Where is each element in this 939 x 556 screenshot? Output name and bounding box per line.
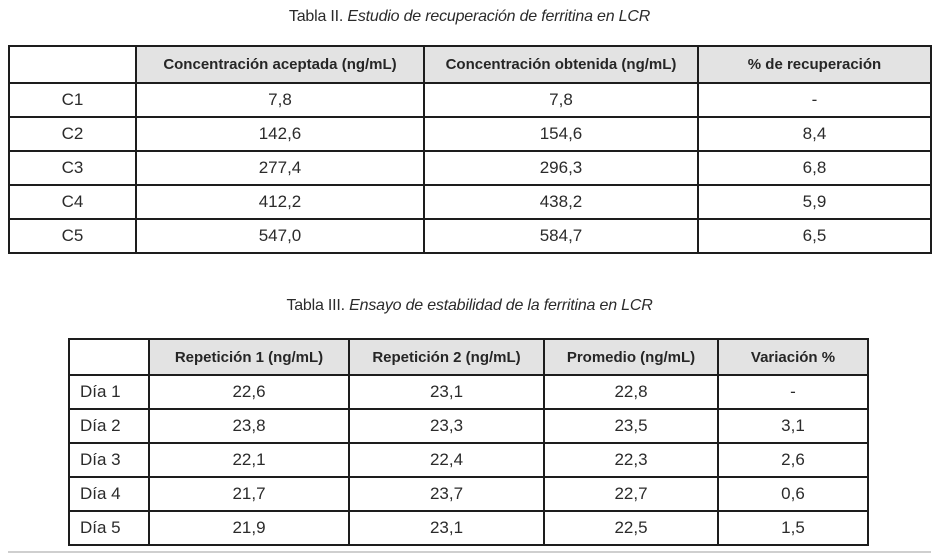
row-header-cell: C1	[8, 82, 137, 118]
column-header-blank	[68, 338, 150, 376]
table-row: C3 277,4 296,3 6,8	[8, 150, 932, 186]
row-header-cell: Día 2	[68, 408, 150, 444]
table-cell: 5,9	[697, 184, 932, 220]
table-cell: 3,1	[717, 408, 869, 444]
column-header-repetition-1: Repetición 1 (ng/mL)	[148, 338, 350, 376]
table-cell: 142,6	[135, 116, 425, 152]
table3-title-text: Ensayo de estabilidad de la ferritina en…	[344, 297, 653, 314]
table-cell: 6,5	[697, 218, 932, 254]
table-cell: 23,8	[148, 408, 350, 444]
table-cell: -	[697, 82, 932, 118]
table-row: C2 142,6 154,6 8,4	[8, 116, 932, 152]
table-cell: -	[717, 374, 869, 410]
table-cell: 23,3	[348, 408, 545, 444]
recovery-table: Concentración aceptada (ng/mL) Concentra…	[8, 45, 932, 254]
table-cell: 7,8	[423, 82, 699, 118]
table-cell: 22,8	[543, 374, 719, 410]
table-row: Día 5 21,9 23,1 22,5 1,5	[68, 510, 869, 546]
table-cell: 22,7	[543, 476, 719, 512]
column-header-variation-percent: Variación %	[717, 338, 869, 376]
table-cell: 22,3	[543, 442, 719, 478]
table-cell: 23,7	[348, 476, 545, 512]
table-header-row: Concentración aceptada (ng/mL) Concentra…	[8, 45, 932, 84]
column-header-accepted-concentration: Concentración aceptada (ng/mL)	[135, 45, 425, 84]
table2-title: Tabla II. Estudio de recuperación de fer…	[0, 8, 939, 26]
row-header-cell: Día 3	[68, 442, 150, 478]
row-header-cell: C3	[8, 150, 137, 186]
table-row: Día 1 22,6 23,1 22,8 -	[68, 374, 869, 410]
table-cell: 22,6	[148, 374, 350, 410]
table-cell: 23,5	[543, 408, 719, 444]
table-header-row: Repetición 1 (ng/mL) Repetición 2 (ng/mL…	[68, 338, 869, 376]
table-cell: 7,8	[135, 82, 425, 118]
row-header-cell: Día 5	[68, 510, 150, 546]
table-cell: 438,2	[423, 184, 699, 220]
table-cell: 154,6	[423, 116, 699, 152]
column-header-blank	[8, 45, 137, 84]
table-cell: 23,1	[348, 510, 545, 546]
table-cell: 2,6	[717, 442, 869, 478]
table-cell: 22,5	[543, 510, 719, 546]
row-header-cell: C5	[8, 218, 137, 254]
column-header-obtained-concentration: Concentración obtenida (ng/mL)	[423, 45, 699, 84]
page-bottom-divider	[8, 551, 931, 553]
table-cell: 8,4	[697, 116, 932, 152]
table-cell: 412,2	[135, 184, 425, 220]
table-row: Día 3 22,1 22,4 22,3 2,6	[68, 442, 869, 478]
row-header-cell: C2	[8, 116, 137, 152]
table-cell: 296,3	[423, 150, 699, 186]
table-cell: 22,1	[148, 442, 350, 478]
table3-title-label: Tabla III.	[286, 297, 345, 314]
table2-title-text: Estudio de recuperación de ferritina en …	[343, 8, 651, 25]
table-cell: 21,7	[148, 476, 350, 512]
table-row: C4 412,2 438,2 5,9	[8, 184, 932, 220]
table-row: Día 4 21,7 23,7 22,7 0,6	[68, 476, 869, 512]
column-header-repetition-2: Repetición 2 (ng/mL)	[348, 338, 545, 376]
row-header-cell: Día 4	[68, 476, 150, 512]
column-header-recovery-percent: % de recuperación	[697, 45, 932, 84]
table-cell: 6,8	[697, 150, 932, 186]
table-row: Día 2 23,8 23,3 23,5 3,1	[68, 408, 869, 444]
row-header-cell: Día 1	[68, 374, 150, 410]
table-cell: 1,5	[717, 510, 869, 546]
stability-table: Repetición 1 (ng/mL) Repetición 2 (ng/mL…	[68, 338, 869, 546]
table-cell: 547,0	[135, 218, 425, 254]
table2-title-label: Tabla II.	[288, 8, 344, 25]
row-header-cell: C4	[8, 184, 137, 220]
table-cell: 584,7	[423, 218, 699, 254]
table-cell: 21,9	[148, 510, 350, 546]
column-header-average: Promedio (ng/mL)	[543, 338, 719, 376]
table-cell: 277,4	[135, 150, 425, 186]
table-row: C1 7,8 7,8 -	[8, 82, 932, 118]
table-cell: 22,4	[348, 442, 545, 478]
table3-title: Tabla III. Ensayo de estabilidad de la f…	[0, 297, 939, 315]
table-row: C5 547,0 584,7 6,5	[8, 218, 932, 254]
table-cell: 23,1	[348, 374, 545, 410]
table-cell: 0,6	[717, 476, 869, 512]
